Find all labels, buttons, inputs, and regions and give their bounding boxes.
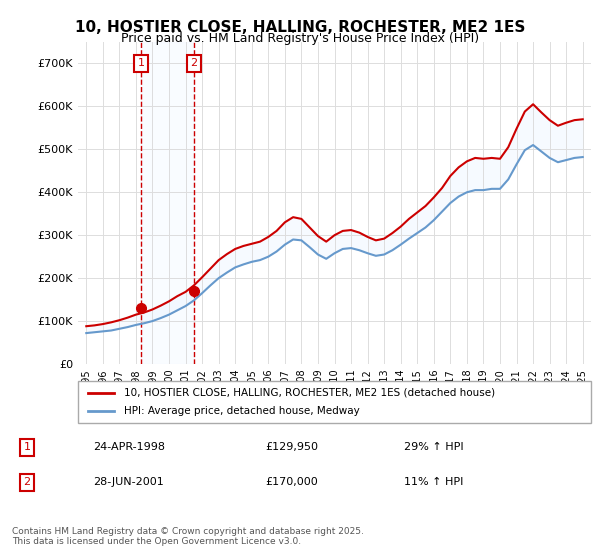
Text: 29% ↑ HPI: 29% ↑ HPI <box>404 442 463 452</box>
Text: Price paid vs. HM Land Registry's House Price Index (HPI): Price paid vs. HM Land Registry's House … <box>121 32 479 45</box>
Text: 1: 1 <box>137 58 145 68</box>
Text: 10, HOSTIER CLOSE, HALLING, ROCHESTER, ME2 1ES: 10, HOSTIER CLOSE, HALLING, ROCHESTER, M… <box>75 20 525 35</box>
Text: 11% ↑ HPI: 11% ↑ HPI <box>404 477 463 487</box>
Text: 10, HOSTIER CLOSE, HALLING, ROCHESTER, ME2 1ES (detached house): 10, HOSTIER CLOSE, HALLING, ROCHESTER, M… <box>124 388 495 398</box>
Text: 28-JUN-2001: 28-JUN-2001 <box>92 477 163 487</box>
FancyBboxPatch shape <box>78 381 591 423</box>
Text: 1: 1 <box>23 442 31 452</box>
Bar <box>141 42 194 364</box>
Text: Contains HM Land Registry data © Crown copyright and database right 2025.
This d: Contains HM Land Registry data © Crown c… <box>12 526 364 546</box>
Text: £170,000: £170,000 <box>265 477 318 487</box>
Text: 2: 2 <box>23 477 31 487</box>
Text: 24-APR-1998: 24-APR-1998 <box>92 442 164 452</box>
Text: £129,950: £129,950 <box>265 442 319 452</box>
Text: HPI: Average price, detached house, Medway: HPI: Average price, detached house, Medw… <box>124 406 360 416</box>
Text: 2: 2 <box>190 58 197 68</box>
